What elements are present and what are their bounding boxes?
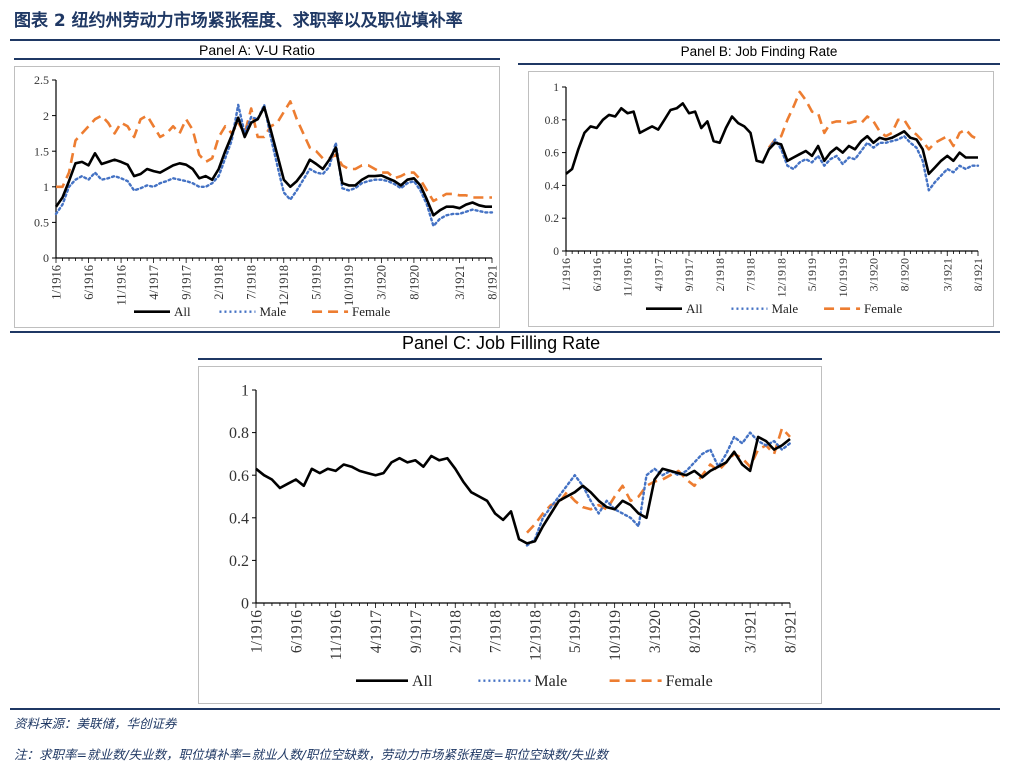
x-tick-label: 2/1918 [713, 258, 727, 291]
x-tick-label: 4/1917 [651, 258, 665, 291]
x-tick-label: 8/1920 [897, 258, 911, 291]
x-tick-label: 1/1916 [248, 610, 265, 653]
y-tick-label: 2 [43, 109, 49, 123]
series-line-all [54, 105, 492, 217]
panel-a-title: Panel A: V-U Ratio [199, 42, 315, 58]
x-tick-label: 9/1917 [408, 610, 425, 653]
series-line-male [54, 103, 494, 228]
panel-a-rule [14, 58, 500, 60]
x-tick-label: 5/1919 [310, 265, 324, 300]
x-tick-label: 8/1920 [407, 265, 421, 300]
y-tick-label: 1 [553, 82, 559, 94]
legend-label-all: All [412, 673, 433, 690]
x-tick-label: 11/1916 [621, 258, 635, 297]
y-tick-label: 0.6 [545, 148, 560, 160]
x-tick-label: 8/1921 [971, 258, 985, 291]
note-text: 注：求职率=就业数/失业数，职位填补率=就业人数/职位空缺数，劳动力市场紧张程度… [14, 747, 609, 762]
x-tick-label: 2/1918 [448, 610, 465, 653]
title-rule [10, 39, 1000, 41]
y-tick-label: 0.5 [34, 216, 49, 230]
y-tick-label: 0 [43, 251, 49, 265]
panel-b-frame [528, 71, 994, 327]
x-tick-label: 4/1917 [147, 265, 161, 300]
x-tick-label: 10/1919 [342, 265, 356, 306]
series-line-female [767, 90, 979, 151]
legend-label-female: Female [864, 301, 902, 316]
panel-b-rule [518, 63, 1000, 65]
y-tick-label: 2.5 [34, 73, 49, 87]
x-tick-label: 1/1916 [559, 258, 573, 291]
panel-a-frame [14, 66, 500, 328]
x-tick-label: 8/1921 [782, 610, 799, 653]
legend-label-female: Female [352, 304, 390, 319]
x-tick-label: 10/1919 [607, 610, 624, 661]
x-tick-label: 3/1920 [375, 265, 389, 300]
panel-a-chart: 0 0.5 1 1.5 2 2.5 1/1916 6/1916 11/1916 4/1917 9/1… [14, 66, 500, 328]
legend-label-all: All [174, 304, 191, 319]
x-tick-label: 5/1919 [567, 610, 584, 653]
x-tick-label: 8/1921 [485, 265, 499, 300]
legend-label-female: Female [666, 673, 713, 690]
source-text: 资料来源：美联储，华创证券 [14, 716, 177, 731]
panel-c-chart: 0 0.2 0.4 0.6 0.8 1 1/1916 6/1916 11/1916 4/1917 9… [198, 366, 822, 704]
y-tick-label: 0.4 [545, 180, 560, 192]
x-tick-label: 6/1916 [590, 258, 604, 291]
x-tick-label: 12/1918 [527, 610, 544, 661]
series-line-all [565, 102, 978, 176]
y-tick-label: 1 [241, 383, 249, 400]
x-tick-label: 3/1921 [940, 258, 954, 291]
x-tick-label: 4/1917 [368, 610, 385, 653]
x-tick-label: 11/1916 [328, 610, 345, 660]
panel-c-title: Panel C: Job Filling Rate [402, 333, 601, 353]
y-tick-label: 0.2 [545, 213, 560, 225]
x-tick-label: 3/1920 [647, 610, 664, 653]
series-line-male [767, 135, 980, 192]
x-tick-label: 9/1917 [180, 265, 194, 300]
y-tick-label: 0.2 [229, 553, 249, 570]
x-tick-label: 12/1918 [277, 265, 291, 306]
x-tick-label: 7/1918 [488, 610, 505, 653]
series-line-all [255, 435, 791, 545]
y-tick-label: 0.8 [229, 425, 249, 442]
y-tick-label: 1.5 [34, 144, 49, 158]
source-rule [10, 708, 1000, 710]
x-tick-label: 9/1917 [682, 258, 696, 291]
panel-c-top-rule [10, 331, 1000, 333]
x-tick-label: 11/1916 [114, 265, 128, 306]
legend-label-all: All [686, 301, 703, 316]
x-tick-label: 3/1921 [743, 610, 760, 653]
y-tick-label: 0 [241, 596, 249, 613]
x-tick-label: 3/1921 [453, 265, 467, 300]
x-tick-label: 2/1918 [212, 265, 226, 300]
series-line-female [56, 100, 492, 203]
y-tick-label: 0.8 [545, 115, 560, 127]
panel-c-rule [198, 358, 822, 360]
figure-title: 图表 2 纽约州劳动力市场紧张程度、求职率以及职位填补率 [14, 11, 463, 31]
x-tick-label: 6/1916 [288, 610, 305, 653]
y-tick-label: 0 [553, 246, 559, 258]
y-tick-label: 1 [43, 180, 49, 194]
legend-label-male: Male [771, 301, 798, 316]
x-tick-label: 3/1920 [867, 258, 881, 291]
panel-b-chart: 0 0.2 0.4 0.6 0.8 1 1/1916 6/1916 11/1916 4/1917 9… [528, 71, 994, 327]
x-tick-label: 8/1920 [687, 610, 704, 653]
x-tick-label: 7/1918 [245, 265, 259, 300]
x-tick-label: 1/1916 [49, 265, 63, 300]
x-tick-label: 7/1918 [744, 258, 758, 291]
x-tick-label: 5/1919 [805, 258, 819, 291]
x-tick-label: 6/1916 [82, 265, 96, 300]
panel-b-title: Panel B: Job Finding Rate [680, 44, 838, 59]
y-tick-label: 0.4 [229, 510, 249, 527]
legend-label-male: Male [534, 673, 567, 690]
panel-c-frame [198, 366, 822, 704]
series-line-female [526, 427, 791, 534]
legend-label-male: Male [259, 304, 286, 319]
x-tick-label: 12/1918 [774, 258, 788, 297]
y-tick-label: 0.6 [229, 468, 249, 485]
x-tick-label: 10/1919 [836, 258, 850, 297]
